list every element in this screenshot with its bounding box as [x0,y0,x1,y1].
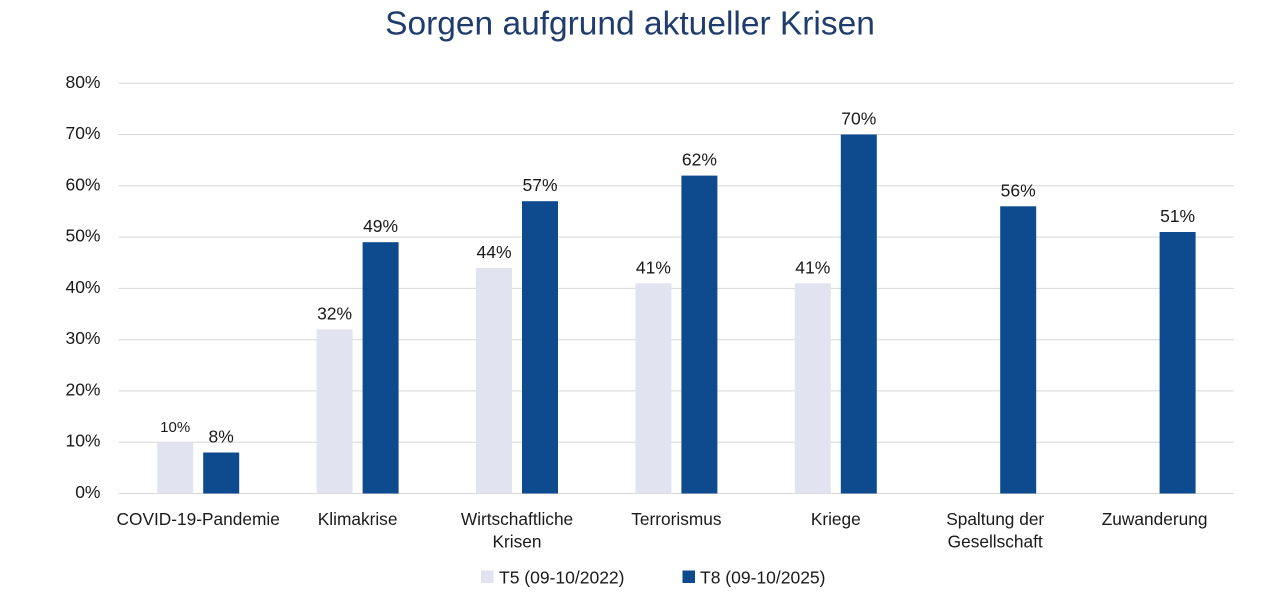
svg-text:30%: 30% [65,328,100,348]
svg-text:8%: 8% [209,427,234,447]
svg-text:Terrorismus: Terrorismus [631,509,722,529]
svg-text:COVID-19-Pandemie: COVID-19-Pandemie [117,509,280,529]
svg-text:Klimakrise: Klimakrise [318,509,398,529]
svg-text:56%: 56% [1001,180,1036,200]
svg-text:Wirtschaftliche: Wirtschaftliche [461,509,573,529]
svg-text:Kriege: Kriege [811,509,861,529]
svg-text:10%: 10% [65,431,100,451]
svg-text:32%: 32% [317,303,352,323]
svg-text:Spaltung der: Spaltung der [946,509,1044,529]
svg-text:49%: 49% [363,216,398,236]
svg-text:70%: 70% [841,109,876,129]
svg-text:57%: 57% [522,175,557,195]
svg-text:44%: 44% [476,242,511,262]
svg-text:20%: 20% [65,379,100,399]
svg-text:41%: 41% [636,257,671,277]
svg-text:50%: 50% [65,226,100,246]
svg-text:Gesellschaft: Gesellschaft [948,531,1043,551]
svg-text:T8 (09-10/2025): T8 (09-10/2025) [700,568,826,588]
svg-text:80%: 80% [65,72,100,92]
svg-text:60%: 60% [65,174,100,194]
svg-text:Sorgen aufgrund aktueller Kris: Sorgen aufgrund aktueller Krisen [385,6,875,43]
svg-text:62%: 62% [682,150,717,170]
svg-text:0%: 0% [75,482,100,502]
svg-text:41%: 41% [795,257,830,277]
svg-text:40%: 40% [65,277,100,297]
svg-text:Krisen: Krisen [493,531,542,551]
svg-text:Zuwanderung: Zuwanderung [1102,509,1208,529]
svg-text:70%: 70% [65,123,100,143]
svg-text:51%: 51% [1160,206,1195,226]
svg-text:10%: 10% [160,419,190,436]
svg-text:T5 (09-10/2022): T5 (09-10/2022) [499,568,625,588]
